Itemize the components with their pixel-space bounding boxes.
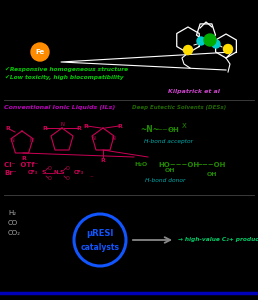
Text: OH: OH — [168, 127, 180, 133]
Text: R: R — [43, 125, 47, 130]
Text: Fe: Fe — [35, 49, 45, 55]
Text: Conventional Ionic Liquids (ILs): Conventional Ionic Liquids (ILs) — [4, 106, 115, 110]
Text: H-bond donor: H-bond donor — [145, 178, 186, 182]
Text: CO: CO — [8, 220, 18, 226]
Text: N: N — [29, 138, 33, 143]
Text: H₂: H₂ — [8, 210, 16, 216]
Circle shape — [183, 46, 192, 55]
Text: R: R — [84, 124, 88, 128]
Text: Br⁻: Br⁻ — [4, 170, 17, 176]
Text: CO₂: CO₂ — [8, 230, 21, 236]
Text: ~~~: ~~~ — [156, 127, 174, 133]
Text: Cl⁻  OTf⁻: Cl⁻ OTf⁻ — [4, 162, 38, 168]
Text: N: N — [11, 138, 14, 143]
Text: Deep Eutectic Solvents (DESs): Deep Eutectic Solvents (DESs) — [132, 106, 226, 110]
Circle shape — [204, 34, 216, 46]
Text: ✔Responsive homogeneous structure: ✔Responsive homogeneous structure — [5, 68, 128, 73]
Text: ~~~OH: ~~~OH — [196, 162, 225, 168]
Text: R: R — [101, 158, 106, 163]
Circle shape — [197, 37, 205, 45]
Text: ~N~: ~N~ — [140, 125, 159, 134]
Text: N: N — [111, 136, 115, 142]
Text: OH: OH — [207, 172, 217, 176]
Text: S: S — [60, 170, 64, 175]
Text: OH: OH — [165, 169, 175, 173]
Text: O: O — [66, 166, 70, 170]
Circle shape — [223, 44, 232, 53]
Text: ⁻: ⁻ — [90, 175, 94, 181]
Text: O: O — [66, 176, 70, 181]
Text: N: N — [91, 136, 95, 142]
Text: → high-value C₂+ products: → high-value C₂+ products — [178, 238, 258, 242]
Text: H₂O: H₂O — [134, 163, 147, 167]
Circle shape — [31, 43, 49, 61]
Text: H-bond acceptor: H-bond acceptor — [144, 140, 193, 145]
Text: ✔Low toxicity, high biocompatibility: ✔Low toxicity, high biocompatibility — [5, 76, 124, 80]
Text: O: O — [48, 176, 52, 181]
Text: N: N — [60, 122, 64, 127]
Text: X: X — [182, 123, 187, 129]
Text: μRESI: μRESI — [86, 229, 114, 238]
Text: R: R — [118, 124, 123, 128]
Text: N: N — [54, 170, 58, 175]
Circle shape — [212, 40, 220, 48]
Text: R: R — [6, 127, 10, 131]
Text: O: O — [48, 166, 52, 170]
Text: S: S — [42, 170, 46, 175]
Text: catalysts: catalysts — [80, 242, 119, 251]
Text: CF₃: CF₃ — [74, 170, 84, 175]
Text: CF₃: CF₃ — [28, 170, 38, 175]
Text: R: R — [22, 155, 26, 160]
Text: R: R — [77, 125, 82, 130]
Text: HO~~~OH: HO~~~OH — [158, 162, 199, 168]
Text: Kilpatrick et al: Kilpatrick et al — [168, 89, 220, 94]
